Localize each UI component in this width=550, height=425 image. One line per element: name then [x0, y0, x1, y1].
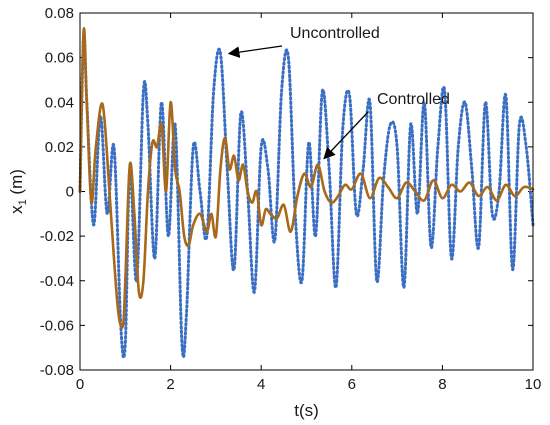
y-tick-label: 0.06 [45, 50, 74, 67]
x-tick-label: 4 [257, 376, 265, 393]
series-controlled-line [78, 27, 535, 329]
x-tick-label: 0 [76, 376, 84, 393]
y-axis-label-subscript: 1 [17, 199, 29, 205]
x-tick-label: 6 [348, 376, 356, 393]
x-axis-label: t(s) [294, 401, 319, 420]
y-tick-label: -0.04 [40, 273, 74, 290]
plot-frame [79, 12, 534, 371]
annotation-uncontrolled-label: Uncontrolled [290, 25, 380, 42]
y-tick-label: 0.08 [45, 5, 74, 22]
y-tick-label: 0.02 [45, 139, 74, 156]
x-tick-label: 2 [166, 376, 174, 393]
y-tick-label: -0.08 [40, 362, 74, 379]
y-axis-label: x1 (m) [7, 169, 29, 214]
y-axis-label-main: x [7, 205, 26, 214]
annotation-uncontrolled-arrow [227, 45, 283, 58]
y-axis-label-unit: (m) [7, 169, 26, 199]
x-tick-label: 10 [525, 376, 542, 393]
x-tick-label: 8 [438, 376, 446, 393]
y-tick-label: 0.04 [45, 94, 74, 111]
y-tick-label: 0 [66, 184, 74, 201]
y-tick-label: -0.02 [40, 228, 74, 245]
annotation-controlled-arrow [323, 111, 369, 160]
y-tick-label: -0.06 [40, 317, 74, 334]
annotation-controlled-label: Controlled [377, 91, 450, 108]
